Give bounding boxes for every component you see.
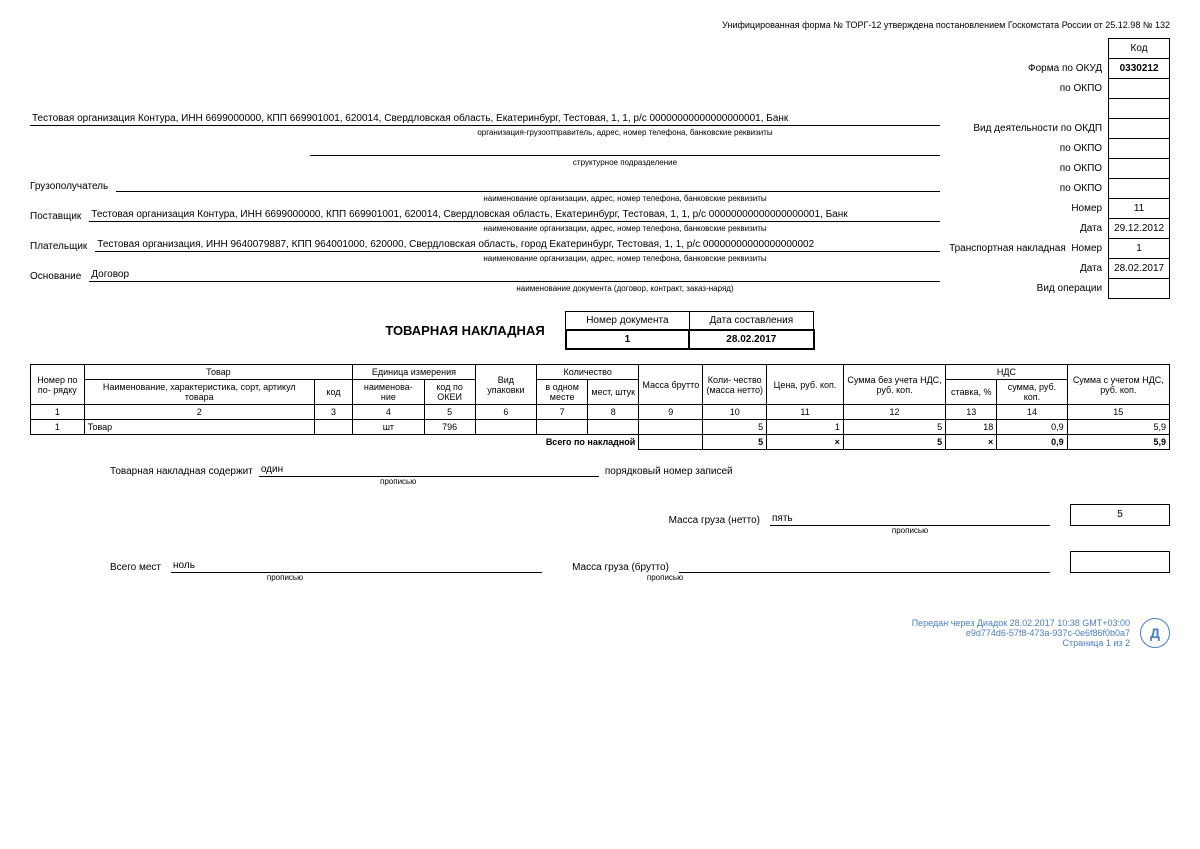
okpo5-label: по ОКПО xyxy=(940,179,1109,199)
th-qty1: в одном месте xyxy=(537,380,588,405)
count-words: один xyxy=(259,464,599,477)
th-vatr: ставка, % xyxy=(946,380,997,405)
th-price: Цена, руб. коп. xyxy=(767,365,844,405)
th-okei: код по ОКЕИ xyxy=(424,380,475,405)
th-sum: Сумма без учета НДС, руб. коп. xyxy=(843,365,945,405)
th-unit: Единица измерения xyxy=(353,365,476,380)
supplier-caption: наименование организации, адрес, номер т… xyxy=(310,224,940,233)
footer-line3: Страница 1 из 2 xyxy=(912,638,1130,648)
payer-value: Тестовая организация, ИНН 9640079887, КП… xyxy=(95,239,940,252)
th-num: Номер по по- рядку xyxy=(31,365,85,405)
oper-label: Вид операции xyxy=(940,279,1109,299)
order-num-label: порядковый номер записей xyxy=(605,466,733,477)
form-note: Унифицированная форма № ТОРГ-12 утвержде… xyxy=(30,20,1170,30)
org-sender: Тестовая организация Контура, ИНН 669900… xyxy=(30,113,940,126)
basis-caption: наименование документа (договор, контрак… xyxy=(310,284,940,293)
th-net: Коли- чество (масса нетто) xyxy=(703,365,767,405)
th-total: Сумма с учетом НДС, руб. коп. xyxy=(1067,365,1169,405)
th-prodcode: код xyxy=(314,380,352,405)
okud-label: Форма по ОКУД xyxy=(940,59,1109,79)
th-vats: сумма, руб. коп. xyxy=(997,380,1067,405)
okdp-label: Вид деятельности по ОКДП xyxy=(940,119,1109,139)
mass-net-label: Масса груза (нетто) xyxy=(669,515,760,526)
consignee-label: Грузополучатель xyxy=(30,181,116,192)
docdate-val: 28.02.2017 xyxy=(689,330,814,349)
okud-val: 0330212 xyxy=(1109,59,1170,79)
org-sender-caption: организация-грузоотправитель, адрес, ном… xyxy=(310,128,940,137)
basis-date-label: Дата xyxy=(940,219,1109,239)
th-vat: НДС xyxy=(946,365,1067,380)
okpo1-label: по ОКПО xyxy=(940,79,1109,99)
doc-title: ТОВАРНАЯ НАКЛАДНАЯ xyxy=(385,323,544,338)
th-gross: Масса брутто xyxy=(639,365,703,405)
mass-gross-label: Масса груза (брутто) xyxy=(572,562,669,573)
trans-label: Транспортная накладная xyxy=(949,243,1066,254)
okpo4-label: по ОКПО xyxy=(940,159,1109,179)
items-table: Номер по по- рядку Товар Единица измерен… xyxy=(30,364,1170,450)
okpo5-val xyxy=(1109,179,1170,199)
propis-cap3: прописью xyxy=(185,573,385,582)
basis-num-label: Номер xyxy=(940,199,1109,219)
code-head: Код xyxy=(1109,39,1170,59)
struct-caption: структурное подразделение xyxy=(310,158,940,167)
okpo1-val xyxy=(1109,79,1170,99)
mass-gross-num xyxy=(1070,551,1170,573)
supplier-label: Поставщик xyxy=(30,211,89,222)
trans-date-label: Дата xyxy=(940,259,1109,279)
col-nums-row: 123456789101112131415 xyxy=(31,405,1170,420)
totals-row: Всего по накладной 5 × 5 × 0,9 5,9 xyxy=(31,435,1170,450)
struct-field xyxy=(310,143,940,156)
basis-label: Основание xyxy=(30,271,89,282)
okpo3-label: по ОКПО xyxy=(940,139,1109,159)
supplier-value: Тестовая организация Контура, ИНН 669900… xyxy=(89,209,940,222)
basis-value: Договор xyxy=(89,269,940,282)
mass-gross-words xyxy=(679,560,1050,573)
contains-label: Товарная накладная содержит xyxy=(110,466,253,477)
propis-cap2: прописью xyxy=(770,526,1050,535)
propis-cap4: прописью xyxy=(525,573,805,582)
total-places-words: ноль xyxy=(171,560,542,573)
total-places-label: Всего мест xyxy=(110,562,161,573)
payer-label: Плательщик xyxy=(30,241,95,252)
okpo3-val xyxy=(1109,139,1170,159)
docnum-table: Номер документаДата составления 128.02.2… xyxy=(565,311,815,350)
docnum-val: 1 xyxy=(566,330,689,349)
th-qty2: мест, штук xyxy=(588,380,639,405)
th-product: Товар xyxy=(84,365,352,380)
diadoc-stamp-icon: Д xyxy=(1140,618,1170,648)
consignee-caption: наименование организации, адрес, номер т… xyxy=(310,194,940,203)
trans-date-val: 28.02.2017 xyxy=(1109,259,1170,279)
footer-line1: Передан через Диадок 28.02.2017 10:38 GM… xyxy=(912,618,1130,628)
okpo2-val xyxy=(1109,99,1170,119)
trans-num-val: 1 xyxy=(1109,239,1170,259)
propis-cap1: прописью xyxy=(380,477,1170,486)
basis-date-val: 29.12.2012 xyxy=(1109,219,1170,239)
footer-line2: e9d774d6-57f8-473a-937c-0e6f86f0b0a7 xyxy=(912,628,1130,638)
basis-num-val: 11 xyxy=(1109,199,1170,219)
consignee-value xyxy=(116,179,940,192)
oper-val xyxy=(1109,279,1170,299)
docnum-label: Номер документа xyxy=(566,312,689,331)
footer: Передан через Диадок 28.02.2017 10:38 GM… xyxy=(30,618,1170,648)
th-unitname: наименова- ние xyxy=(353,380,424,405)
docdate-label: Дата составления xyxy=(689,312,814,331)
th-qty: Количество xyxy=(537,365,639,380)
th-prodname: Наименование, характеристика, сорт, арти… xyxy=(84,380,314,405)
code-table: Код Форма по ОКУД0330212 по ОКПО Вид дея… xyxy=(940,38,1170,299)
payer-caption: наименование организации, адрес, номер т… xyxy=(310,254,940,263)
mass-net-num: 5 xyxy=(1070,504,1170,526)
okdp-val xyxy=(1109,119,1170,139)
okpo4-val xyxy=(1109,159,1170,179)
table-row: 1 Товар шт 796 5 1 5 18 0,9 5,9 xyxy=(31,420,1170,435)
th-pack: Вид упаковки xyxy=(475,365,536,405)
mass-net-words: пять xyxy=(770,513,1050,526)
